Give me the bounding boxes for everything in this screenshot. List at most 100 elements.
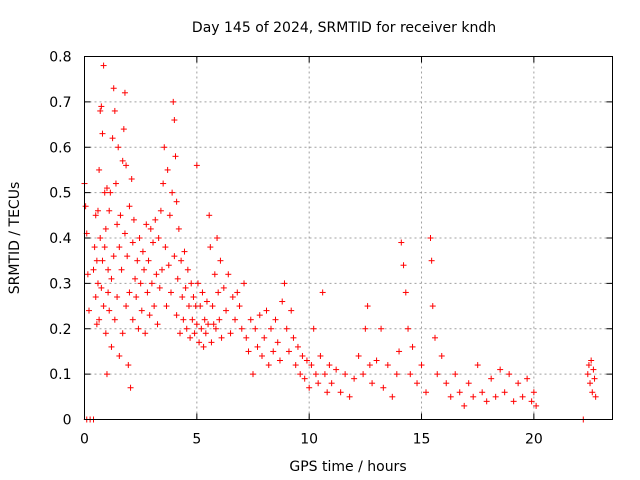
data-point xyxy=(218,334,225,341)
data-point xyxy=(188,280,195,287)
data-point xyxy=(434,371,441,378)
data-point xyxy=(111,107,118,114)
data-point xyxy=(274,339,281,346)
data-point xyxy=(288,307,295,314)
x-tick-label: 5 xyxy=(192,432,201,448)
data-point xyxy=(342,371,349,378)
data-point xyxy=(150,239,157,246)
data-point xyxy=(312,371,319,378)
data-point xyxy=(217,257,224,264)
data-point xyxy=(241,280,248,287)
data-point xyxy=(120,126,127,133)
data-point xyxy=(191,330,198,337)
data-point xyxy=(90,266,97,273)
gridlines xyxy=(84,56,613,420)
data-point xyxy=(211,271,218,278)
data-point xyxy=(111,316,118,323)
data-point xyxy=(238,325,245,332)
data-point xyxy=(178,257,185,264)
data-point xyxy=(182,284,189,291)
x-tick-label: 20 xyxy=(525,432,543,448)
data-point xyxy=(261,334,268,341)
data-point xyxy=(483,398,490,405)
y-tick-label: 0 xyxy=(63,413,72,429)
data-point xyxy=(200,343,207,350)
data-point xyxy=(102,225,109,232)
data-point xyxy=(152,216,159,223)
data-point xyxy=(93,257,100,264)
data-point xyxy=(105,289,112,296)
data-point xyxy=(208,339,215,346)
y-tick-label: 0.1 xyxy=(49,367,71,383)
data-point xyxy=(201,316,208,323)
data-point xyxy=(92,293,99,300)
data-point xyxy=(360,371,367,378)
data-point xyxy=(428,257,435,264)
data-point xyxy=(187,334,194,341)
data-point xyxy=(199,289,206,296)
data-point xyxy=(98,284,105,291)
x-tick-label: 15 xyxy=(413,432,431,448)
data-point xyxy=(364,303,371,310)
data-point xyxy=(107,189,114,196)
data-point xyxy=(215,289,222,296)
data-point xyxy=(171,117,178,124)
data-point xyxy=(108,343,115,350)
data-point xyxy=(105,266,112,273)
data-point xyxy=(171,253,178,260)
data-point xyxy=(96,166,103,173)
data-point xyxy=(196,339,203,346)
data-point xyxy=(432,334,439,341)
data-point xyxy=(270,348,277,355)
data-point xyxy=(180,316,187,323)
tick-labels: 0 5 10 15 20 0 0.1 0.2 0.3 0.4 0.5 0.6 0.7 0.8 xyxy=(49,50,543,448)
data-point xyxy=(143,221,150,228)
data-point xyxy=(232,316,239,323)
data-point xyxy=(528,398,535,405)
data-point xyxy=(173,198,180,205)
data-point xyxy=(281,280,288,287)
data-point xyxy=(501,389,508,396)
data-point xyxy=(243,334,250,341)
data-point xyxy=(142,330,149,337)
data-point xyxy=(227,330,234,337)
data-point xyxy=(438,352,445,359)
data-point xyxy=(134,257,141,264)
data-point xyxy=(170,98,177,105)
data-point xyxy=(121,230,128,237)
data-point xyxy=(294,343,301,350)
data-point xyxy=(94,207,101,214)
data-point xyxy=(168,289,175,296)
data-point xyxy=(456,389,463,396)
data-point xyxy=(366,362,373,369)
data-point xyxy=(396,348,403,355)
data-point xyxy=(119,330,126,337)
data-point xyxy=(128,176,135,183)
data-point xyxy=(427,235,434,241)
data-point xyxy=(116,244,123,251)
data-point xyxy=(400,262,407,269)
data-point xyxy=(588,357,595,364)
data-point xyxy=(166,212,173,219)
data-point xyxy=(124,253,131,260)
data-point xyxy=(216,316,223,323)
data-point xyxy=(94,280,101,287)
data-point xyxy=(151,303,158,310)
data-point xyxy=(326,362,333,369)
data-point xyxy=(176,330,183,337)
data-point xyxy=(106,207,113,214)
data-point xyxy=(276,357,283,364)
data-point xyxy=(423,389,430,396)
data-point xyxy=(101,244,108,251)
data-point xyxy=(157,207,164,214)
data-point xyxy=(159,266,166,273)
data-point xyxy=(141,266,148,273)
data-point xyxy=(144,289,151,296)
data-point xyxy=(497,366,504,373)
data-point xyxy=(129,239,136,246)
data-point xyxy=(109,135,116,142)
data-point xyxy=(234,289,241,296)
data-point xyxy=(181,248,188,255)
data-point xyxy=(267,325,274,332)
